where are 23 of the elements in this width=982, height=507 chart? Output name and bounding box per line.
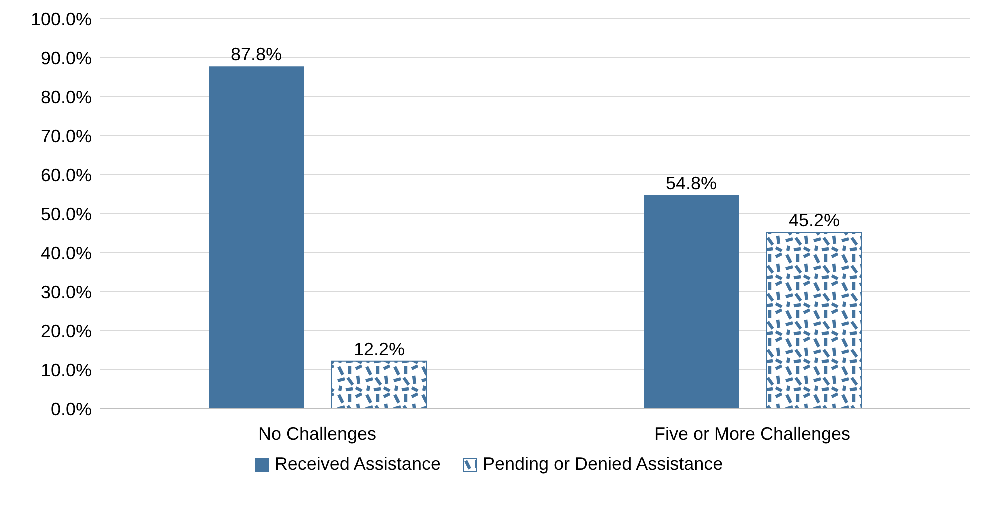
y-tick-label: 40.0% bbox=[40, 243, 92, 264]
bar bbox=[209, 66, 304, 409]
y-tick-label: 0.0% bbox=[50, 399, 92, 420]
y-tick-label: 50.0% bbox=[40, 204, 92, 224]
data-label: 12.2% bbox=[354, 339, 406, 360]
data-label: 45.2% bbox=[788, 210, 840, 231]
x-tick-label: No Challenges bbox=[258, 424, 377, 444]
y-tick-label: 10.0% bbox=[40, 360, 92, 380]
y-tick-label: 90.0% bbox=[40, 48, 92, 68]
legend-label: Pending or Denied Assistance bbox=[482, 454, 724, 475]
y-tick-label: 70.0% bbox=[40, 126, 92, 146]
bar bbox=[332, 360, 428, 409]
bar bbox=[644, 195, 739, 409]
y-tick-label: 100.0% bbox=[30, 9, 92, 30]
y-tick-label: 80.0% bbox=[40, 87, 92, 108]
y-tick-label: 20.0% bbox=[40, 321, 92, 342]
y-tick-label: 30.0% bbox=[40, 282, 92, 302]
data-label: 87.8% bbox=[230, 44, 282, 65]
bar bbox=[766, 232, 862, 409]
legend-label: Received Assistance bbox=[274, 454, 441, 475]
data-label: 54.8% bbox=[666, 173, 718, 194]
x-tick-label: Five or More Challenges bbox=[654, 424, 851, 444]
y-tick-label: 60.0% bbox=[40, 165, 92, 186]
